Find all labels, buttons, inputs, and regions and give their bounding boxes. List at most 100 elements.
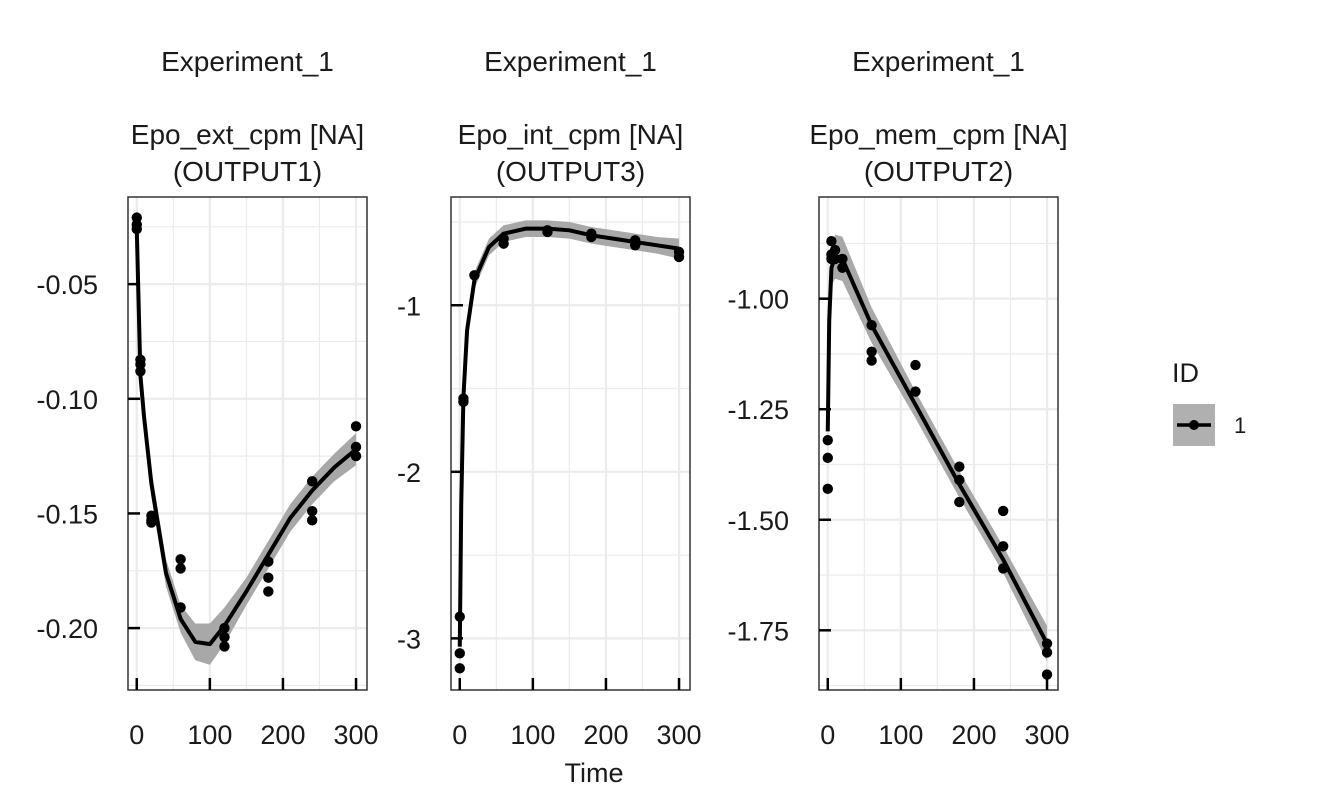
y-tick-label: -0.05 bbox=[36, 270, 98, 300]
data-point bbox=[829, 253, 841, 265]
data-point bbox=[458, 396, 469, 408]
facet-subtitle-variable: Epo_int_cpm [NA] bbox=[458, 119, 684, 150]
data-point bbox=[997, 541, 1009, 552]
data-point bbox=[350, 441, 362, 453]
x-tick-label: 300 bbox=[657, 720, 702, 750]
fit-line bbox=[457, 226, 680, 647]
panel-border bbox=[450, 196, 691, 691]
y-tick-label: -1.75 bbox=[727, 616, 789, 646]
y-tick-label: -3 bbox=[397, 624, 421, 654]
data-point bbox=[829, 244, 841, 256]
x-tick-label: 0 bbox=[452, 720, 467, 750]
facet-panel: Experiment_1 Epo_int_cpm [NA] (OUTPUT3) -1 -… bbox=[397, 46, 702, 750]
data-point bbox=[469, 270, 480, 281]
data-point bbox=[219, 622, 230, 634]
grid bbox=[451, 197, 690, 690]
y-tick-label: -0.20 bbox=[36, 614, 98, 644]
facet-subtitle-output: (OUTPUT3) bbox=[496, 156, 645, 187]
facet-subtitle-output: (OUTPUT1) bbox=[173, 156, 322, 187]
data-point bbox=[454, 648, 465, 659]
data-point bbox=[146, 517, 157, 528]
data-point bbox=[822, 483, 833, 495]
data-point bbox=[1041, 638, 1053, 649]
data-point bbox=[306, 505, 318, 517]
x-tick-label: 0 bbox=[129, 720, 144, 750]
data-point bbox=[175, 554, 186, 565]
facet-subtitle-group: Epo_int_cpm [NA] bbox=[458, 119, 684, 150]
data-point bbox=[837, 262, 848, 273]
y-tick-label: -1.25 bbox=[727, 395, 789, 425]
x-tick-label: 200 bbox=[951, 720, 996, 750]
data-point bbox=[866, 320, 877, 331]
legend: ID 1 bbox=[1172, 358, 1246, 446]
data-point bbox=[997, 505, 1009, 517]
fit-line bbox=[134, 229, 358, 647]
y-tick-label: -0.15 bbox=[36, 499, 98, 529]
legend-key-point bbox=[1189, 420, 1199, 430]
data-point bbox=[954, 461, 965, 472]
plot-data bbox=[822, 234, 1053, 680]
data-point bbox=[673, 251, 685, 263]
data-point bbox=[498, 238, 509, 249]
data-point bbox=[826, 236, 837, 247]
data-point bbox=[954, 474, 965, 486]
y-tick-label: -0.10 bbox=[36, 385, 98, 415]
grid bbox=[819, 197, 1058, 690]
data-point bbox=[131, 223, 142, 235]
data-point bbox=[866, 346, 877, 357]
data-point bbox=[263, 572, 274, 583]
data-point bbox=[542, 226, 553, 238]
plot-data bbox=[454, 220, 685, 674]
fit-line bbox=[825, 254, 1049, 645]
y-tick-label: -2 bbox=[397, 458, 421, 488]
facet-title: Experiment_1 bbox=[161, 46, 334, 77]
data-point bbox=[454, 663, 465, 674]
plot-data bbox=[131, 206, 362, 665]
x-tick-label: 300 bbox=[334, 720, 379, 750]
x-tick-label: 100 bbox=[878, 720, 923, 750]
x-axis-title: Time bbox=[565, 758, 624, 788]
data-point bbox=[1041, 669, 1053, 680]
legend-label: 1 bbox=[1234, 413, 1246, 438]
data-point bbox=[837, 253, 848, 265]
facet-panels: Experiment_1 Epo_ext_cpm [NA] (OUTPUT1) -0.… bbox=[36, 46, 1070, 750]
facet-subtitle-group: Epo_ext_cpm [NA] bbox=[131, 119, 364, 150]
facet-subtitle-output: (OUTPUT2) bbox=[864, 156, 1013, 187]
facet-panel: Experiment_1 Epo_ext_cpm [NA] (OUTPUT1) -0.… bbox=[36, 46, 379, 750]
data-point bbox=[822, 434, 833, 446]
facet-subtitle-variable: Epo_mem_cpm [NA] bbox=[809, 119, 1067, 150]
data-point bbox=[350, 421, 362, 432]
x-tick-label: 0 bbox=[820, 720, 835, 750]
data-point bbox=[263, 556, 274, 567]
data-point bbox=[822, 452, 833, 464]
y-tick-label: -1.00 bbox=[727, 285, 789, 315]
data-point bbox=[910, 386, 921, 397]
data-point bbox=[866, 355, 877, 366]
facet-title: Experiment_1 bbox=[484, 46, 657, 77]
data-point bbox=[629, 240, 641, 251]
facet-panel: Experiment_1 Epo_mem_cpm [NA] (OUTPUT2) -1.… bbox=[727, 46, 1070, 750]
data-point bbox=[306, 515, 318, 526]
x-tick-label: 100 bbox=[510, 720, 555, 750]
data-point bbox=[263, 586, 274, 597]
data-point bbox=[997, 563, 1009, 574]
y-tick-label: -1 bbox=[397, 291, 421, 321]
x-tick-label: 100 bbox=[187, 720, 232, 750]
data-point bbox=[306, 476, 318, 487]
data-point bbox=[954, 496, 965, 508]
x-tick-label: 200 bbox=[260, 720, 305, 750]
data-point bbox=[910, 359, 921, 371]
facet-title: Experiment_1 bbox=[852, 46, 1025, 77]
x-tick-label: 300 bbox=[1025, 720, 1070, 750]
data-point bbox=[1041, 647, 1053, 658]
data-point bbox=[175, 563, 186, 574]
data-point bbox=[175, 602, 186, 613]
y-tick-label: -1.50 bbox=[727, 506, 789, 536]
data-point bbox=[586, 231, 597, 243]
x-tick-label: 200 bbox=[583, 720, 628, 750]
grid bbox=[128, 197, 367, 690]
data-point bbox=[350, 450, 362, 462]
panel-border bbox=[818, 196, 1059, 691]
facet-subtitle-variable: Epo_ext_cpm [NA] bbox=[131, 119, 364, 150]
